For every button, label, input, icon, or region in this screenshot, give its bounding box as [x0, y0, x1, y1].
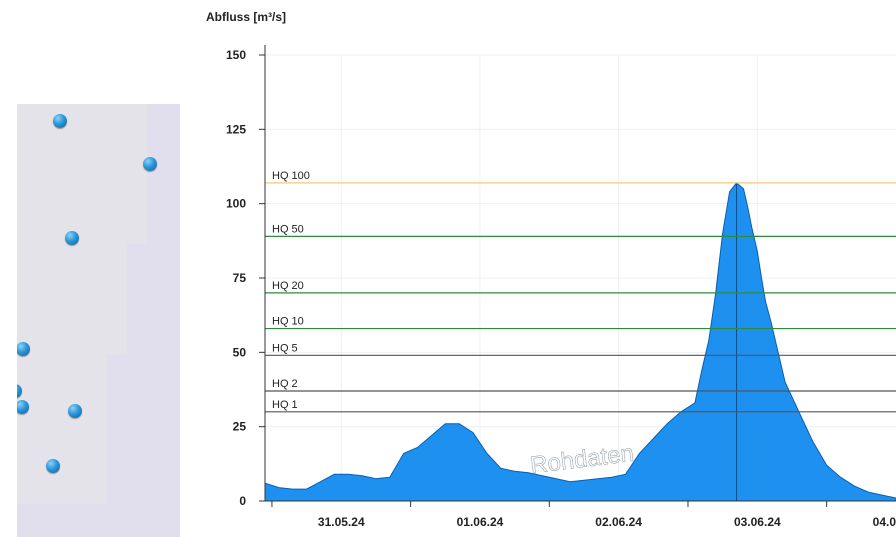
map-panel[interactable] — [17, 104, 180, 537]
map-land-shape — [17, 244, 127, 354]
x-tick-label: 03.06.24 — [734, 515, 781, 529]
x-tick-label: 31.05.24 — [318, 515, 365, 529]
y-axis-label: Abfluss [m³/s] — [206, 10, 286, 24]
axes: 0 25 50 75 100 125 150 31.05.24 01.06.24 02.06.24… — [226, 45, 896, 529]
x-tick-label: 02.06.24 — [595, 515, 642, 529]
threshold-label: HQ 2 — [272, 378, 298, 390]
gauge-station-marker[interactable] — [46, 459, 60, 473]
x-tick-label: 04.06.24 — [873, 515, 896, 529]
gauge-station-marker[interactable] — [143, 157, 157, 171]
y-tick-label: 125 — [226, 122, 246, 136]
gauge-station-marker[interactable] — [65, 231, 79, 245]
map-land-shape — [17, 354, 107, 504]
y-tick-label: 150 — [226, 48, 246, 62]
y-tick-label: 25 — [233, 420, 247, 434]
gauge-station-marker[interactable] — [68, 404, 82, 418]
threshold-label: HQ 5 — [272, 342, 298, 354]
threshold-label: HQ 50 — [272, 223, 304, 235]
threshold-lines: HQ 100 HQ 50 HQ 20 HQ 10 HQ 5 HQ 2 HQ 1 — [265, 170, 896, 413]
gauge-station-marker[interactable] — [17, 384, 22, 398]
gauge-station-marker[interactable] — [53, 114, 67, 128]
map-land-shape — [17, 104, 147, 244]
y-tick-label: 0 — [239, 494, 246, 508]
x-tick-label: 01.06.24 — [457, 515, 504, 529]
threshold-label: HQ 10 — [272, 316, 304, 328]
watermark-rohdaten: Rohdaten — [529, 440, 636, 479]
discharge-series-area — [264, 182, 896, 502]
threshold-label: HQ 20 — [272, 280, 304, 292]
y-tick-label: 100 — [226, 197, 246, 211]
y-tick-label: 75 — [233, 271, 247, 285]
threshold-label: HQ 1 — [272, 399, 298, 411]
threshold-label: HQ 100 — [272, 170, 310, 182]
gauge-station-marker[interactable] — [17, 342, 30, 356]
gauge-station-marker[interactable] — [17, 400, 29, 414]
y-tick-label: 50 — [233, 345, 247, 359]
